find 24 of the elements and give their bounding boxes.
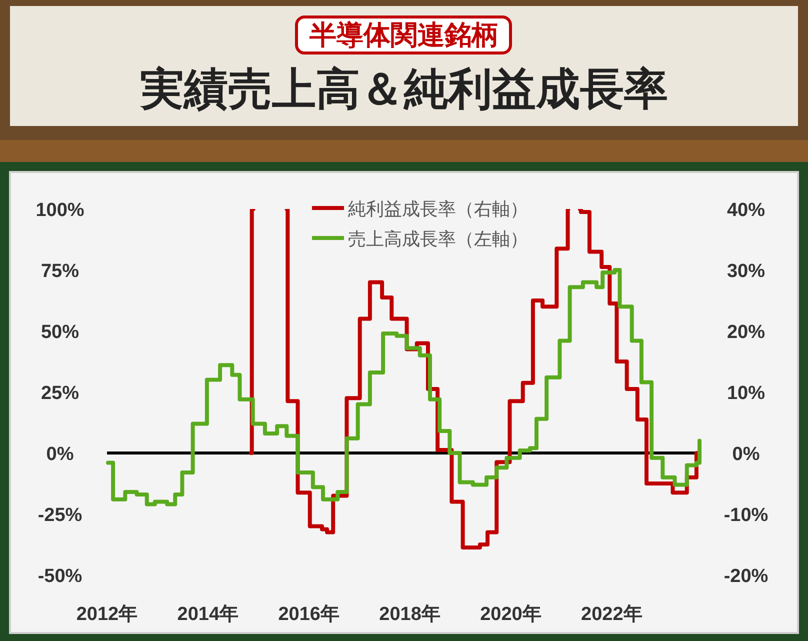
x-tick-label: 2018年 [379,604,440,625]
legend-label: 売上高成長率（左軸） [348,229,528,249]
y2-tick-label: 10% [726,383,766,404]
y-tick-label: -25% [38,505,82,526]
y2-tick-label: 20% [726,322,766,343]
x-tick-label: 2016年 [278,604,340,625]
y2-tick-label: 30% [726,261,766,282]
y2-tick-label: -10% [724,505,768,526]
y-tick-label: 25% [40,383,80,404]
y-tick-label: 100% [36,200,84,221]
y2-tick-label: 40% [726,200,766,221]
chart-subtitle: 半導体関連銘柄 [308,20,498,50]
x-tick-label: 2020年 [480,604,542,625]
y-tick-label: -50% [38,566,82,587]
legend-label: 純利益成長率（右軸） [348,199,528,219]
y2-tick-label: 0% [732,444,760,465]
y2-tick-label: -20% [724,566,768,587]
y-tick-label: 50% [40,322,80,343]
x-tick-label: 2012年 [76,604,138,625]
y-tick-label: 75% [40,261,80,282]
x-tick-label: 2022年 [581,604,642,625]
chart-title: 実績売上高＆純利益成長率 [139,65,668,114]
x-tick-label: 2014年 [177,604,239,625]
y-tick-label: 0% [46,444,74,465]
